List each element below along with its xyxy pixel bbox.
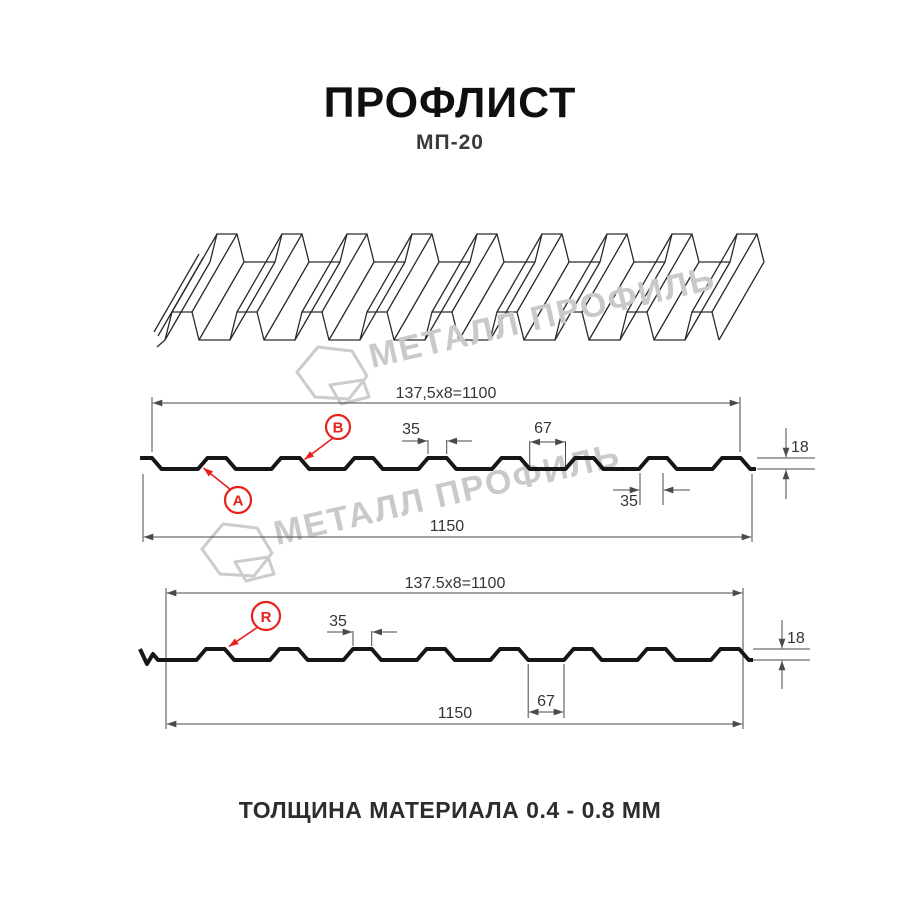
extrusion-lines [164, 233, 765, 341]
profile-outline-r [138, 647, 753, 666]
extension-lines [142, 397, 815, 542]
model-label: МП-20 [416, 131, 484, 154]
profile-section-r: 137.5x8=1100 35 67 18 1150 R [138, 575, 810, 729]
marker-r-label: R [261, 609, 272, 626]
sheet-3d-surface [165, 234, 764, 340]
profile-section-ab: 137,5x8=1100 35 67 35 18 1150 A B [140, 385, 815, 542]
thickness-note: ТОЛЩИНА МАТЕРИАЛА 0.4 - 0.8 ММ [239, 797, 662, 823]
profile-outline-ab [140, 456, 756, 471]
dim-label-module-width: 137.5x8=1100 [405, 575, 506, 592]
dim-label-module-width: 137,5x8=1100 [396, 385, 497, 402]
sheet-front-edge [164, 311, 720, 341]
dim-label-rib-top: 35 [402, 421, 420, 438]
marker-b-label: B [333, 420, 344, 437]
metal-profil-logo [295, 345, 371, 406]
marker-b-badge [324, 413, 352, 441]
watermark-middle: МЕТАЛЛ ПРОФИЛЬ [200, 436, 624, 583]
dim-label-groove: 67 [537, 693, 555, 710]
dim-label-total-width: 1150 [430, 518, 465, 535]
sheet-3d-drawing [153, 233, 765, 348]
marker-r-badge [250, 600, 282, 632]
sheet-edge-curl [153, 253, 204, 348]
marker-a-label: A [233, 493, 244, 510]
watermark-text: МЕТАЛЛ ПРОФИЛЬ [270, 436, 624, 553]
dim-label-height: 18 [791, 439, 809, 456]
dim-label-groove: 67 [534, 420, 552, 437]
dim-label-rib-bottom: 35 [620, 493, 638, 510]
marker-a-badge [223, 485, 253, 515]
dim-label-height: 18 [787, 630, 805, 647]
metal-profil-logo [200, 522, 276, 583]
page-title: ПРОФЛИСТ [324, 79, 577, 127]
dim-label-total-width: 1150 [438, 705, 473, 722]
dim-label-rib-top: 35 [329, 613, 347, 630]
sheet-back-edge [209, 233, 765, 263]
